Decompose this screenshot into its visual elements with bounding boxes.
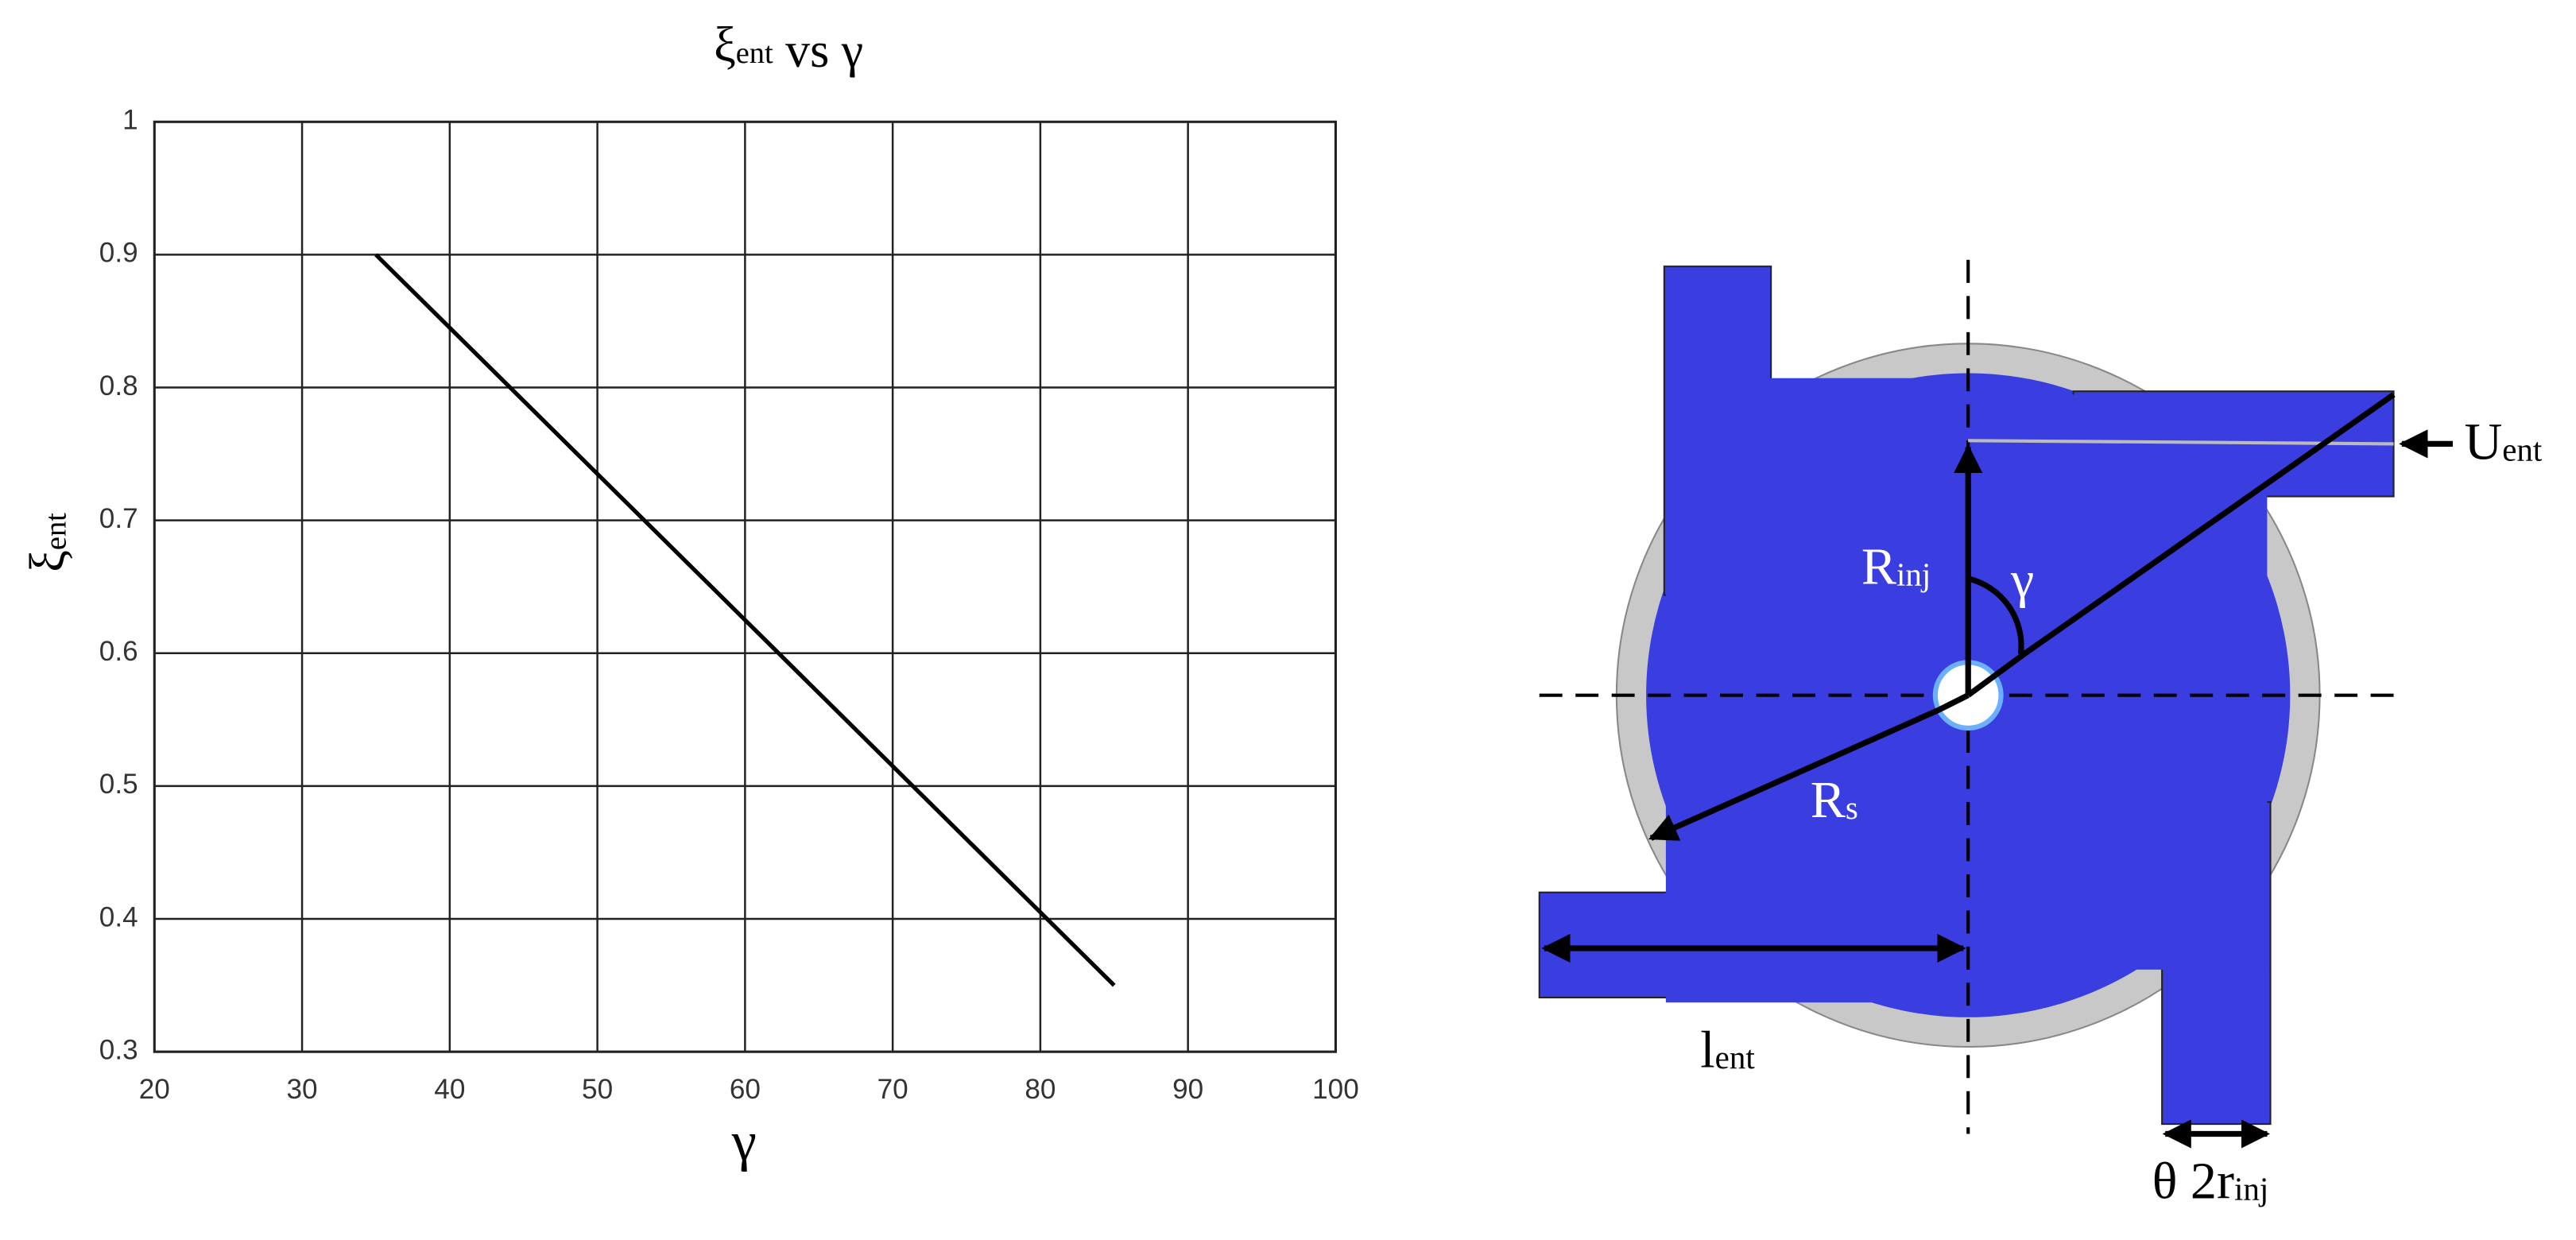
x-tick-label: 20 <box>139 1074 170 1105</box>
diagram-label-part: γ <box>2010 551 2034 609</box>
y-tick-label: 0.5 <box>99 769 138 800</box>
diagram-label: θ 2rinj <box>2152 1153 2269 1211</box>
fill <box>1665 378 1962 1003</box>
diagram-label-part: ent <box>2502 432 2543 468</box>
x-tick-label: 80 <box>1025 1074 1056 1105</box>
x-tick-label: 70 <box>877 1074 908 1105</box>
chart-title-part: ent <box>736 37 773 70</box>
diagram-label-part: ent <box>1715 1040 1756 1076</box>
x-axis-label-part: γ <box>731 1110 757 1172</box>
y-tick-label: 1 <box>122 105 138 136</box>
chart-title: ξent vs γ <box>714 18 863 78</box>
x-tick-label: 60 <box>730 1074 761 1105</box>
x-tick-label: 100 <box>1312 1074 1359 1105</box>
x-tick-label: 90 <box>1172 1074 1203 1105</box>
diagram-label-part: inj <box>2234 1171 2268 1207</box>
diagram-label: lent <box>1700 1021 1755 1079</box>
diagram-label: Uent <box>2464 413 2542 471</box>
fill <box>1971 394 2268 970</box>
diagram-label-part: l <box>1700 1021 1714 1079</box>
gamma-arc <box>1967 575 2024 655</box>
y-tick-label: 0.8 <box>99 370 138 401</box>
y-tick-label: 0.9 <box>99 238 138 269</box>
x-axis-label: γ <box>731 1110 757 1172</box>
chart: 20 30 40 50 60 70 80 90 100 0.3 0.4 0.5 0.6 0.7 0.8 0.9… <box>21 18 1358 1173</box>
diagram-label: Rs <box>1811 771 1858 829</box>
diagram-label-part: θ 2r <box>2152 1153 2234 1211</box>
diagram-label-part: R <box>1811 771 1846 829</box>
r-s-arrow <box>1648 692 1970 841</box>
x-tick-label: 50 <box>582 1074 613 1105</box>
y-axis-label-part: ent <box>39 513 72 550</box>
diagram-label-part: U <box>2464 413 2502 471</box>
chart-title-part: vs γ <box>773 24 864 78</box>
x-tick-label: 40 <box>434 1074 465 1105</box>
y-tick-label: 0.3 <box>99 1034 138 1065</box>
x-tick-label: 30 <box>287 1074 318 1105</box>
chart-title-part: ξ <box>714 18 736 72</box>
plot-frame <box>153 120 1337 1053</box>
y-axis-label-part: ξ <box>21 550 75 572</box>
y-tick-label: 0.4 <box>99 901 138 932</box>
data-line <box>374 253 1116 987</box>
y-tick-label: 0.7 <box>99 503 138 534</box>
gamma-line <box>1966 392 2396 698</box>
y-tick-label: 0.6 <box>99 636 138 667</box>
diagram-label: γ <box>2010 551 2034 609</box>
diagram-label-part: s <box>1846 789 1858 826</box>
y-axis-label: ξent <box>21 513 75 572</box>
diagram-label-part: R <box>1861 538 1897 596</box>
diagram-label-part: inj <box>1896 556 1931 593</box>
diagram-label: Rinj <box>1861 538 1931 596</box>
